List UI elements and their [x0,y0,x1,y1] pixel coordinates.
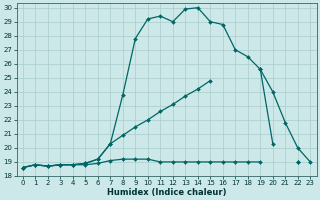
X-axis label: Humidex (Indice chaleur): Humidex (Indice chaleur) [107,188,226,197]
